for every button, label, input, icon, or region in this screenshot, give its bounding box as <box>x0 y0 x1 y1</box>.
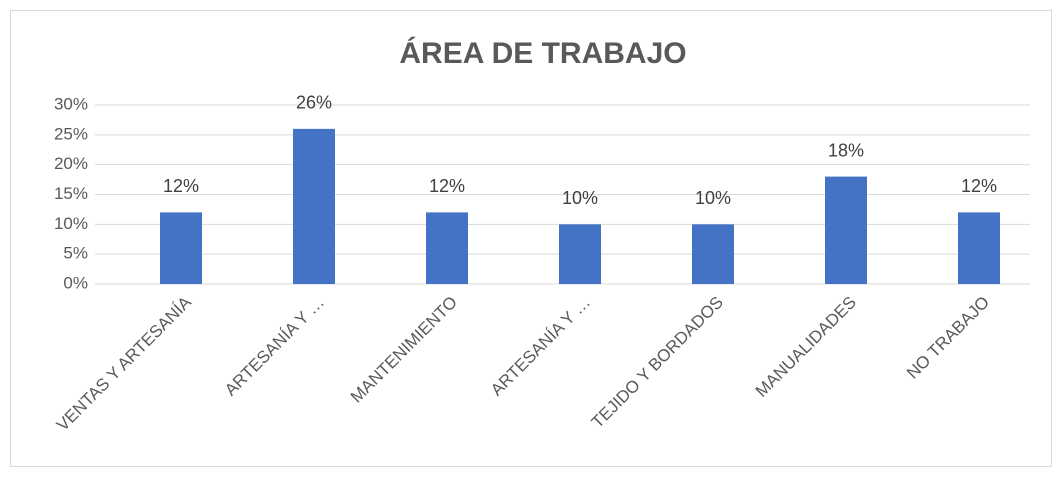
bar <box>293 128 335 284</box>
bar <box>958 212 1000 284</box>
data-label: 12% <box>163 176 199 196</box>
chart-title: ÁREA DE TRABAJO <box>399 36 686 70</box>
data-label: 10% <box>562 188 598 208</box>
data-label: 10% <box>695 188 731 208</box>
y-tick-label: 25% <box>54 124 88 143</box>
data-label: 26% <box>296 93 332 113</box>
y-tick-label: 20% <box>54 154 88 173</box>
y-tick-label: 0% <box>63 273 88 292</box>
bar <box>426 212 468 284</box>
y-tick-label: 5% <box>63 244 88 263</box>
bar <box>692 224 734 284</box>
data-label: 12% <box>961 176 997 196</box>
bar <box>160 212 202 284</box>
y-tick-label: 10% <box>54 214 88 233</box>
bar <box>559 224 601 284</box>
y-tick-label: 15% <box>54 184 88 203</box>
bar <box>825 176 867 284</box>
data-label: 18% <box>828 140 864 160</box>
y-tick-label: 30% <box>54 94 88 113</box>
data-label: 12% <box>429 176 465 196</box>
